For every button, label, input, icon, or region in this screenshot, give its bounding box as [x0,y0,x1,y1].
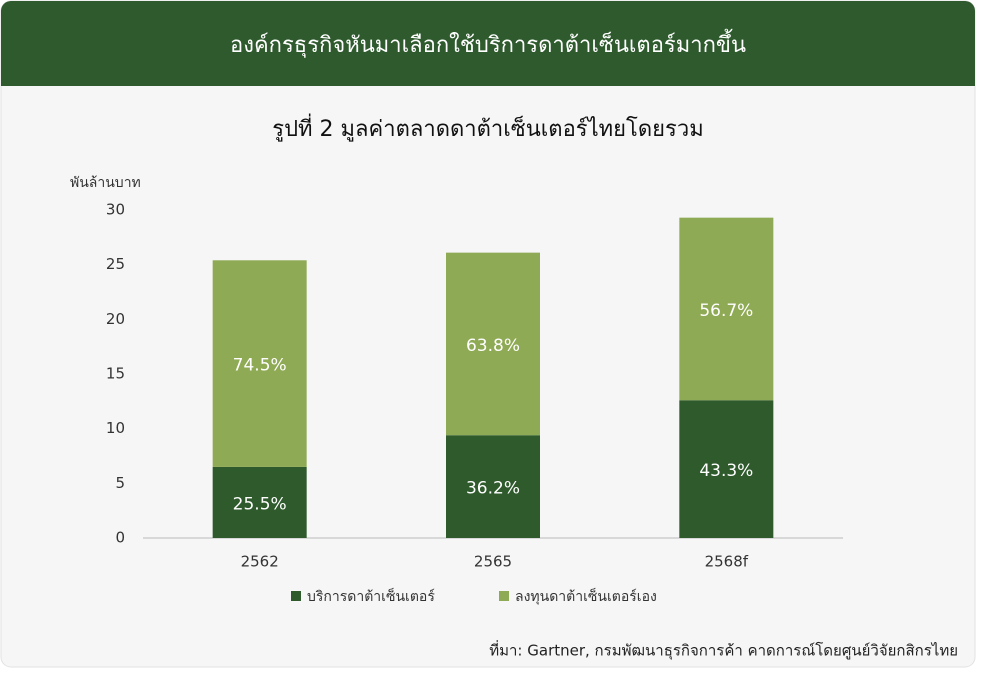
legend-label: ลงทุนดาต้าเซ็นเตอร์เอง [515,587,657,605]
x-tick-label: 2565 [474,553,512,571]
y-axis-label: พันล้านบาท [70,175,141,191]
y-tick-label: 20 [106,310,125,328]
legend-label: บริการดาต้าเซ็นเตอร์ [307,587,435,605]
y-tick-label: 25 [106,255,125,273]
legend-swatch [291,591,301,601]
share-label: 63.8% [466,336,520,356]
y-tick-label: 0 [115,529,125,547]
bar-segment [679,400,774,538]
header-title: องค์กรธุรกิจหันมาเลือกใช้บริการดาต้าเซ็น… [230,29,746,58]
chart-title: รูปที่ 2 มูลค่าตลาดดาต้าเซ็นเตอร์ไทยโดยร… [272,113,703,142]
share-label: 74.5% [233,356,287,376]
bar-segment [446,435,540,538]
source: ที่มา: Gartner, กรมพัฒนาธุรกิจการค้า คาด… [489,640,958,661]
y-tick-label: 15 [106,365,125,383]
x-tick-label: 2568f [705,553,749,571]
bar-segment [446,252,540,436]
y-tick-label: 30 [106,201,125,219]
header-bar [1,1,975,86]
bar-segment [212,466,307,538]
x-tick-label: 2562 [241,553,279,571]
share-label: 25.5% [233,494,287,514]
y-tick-label: 10 [106,419,125,437]
bar-segment [212,260,307,467]
share-label: 36.2% [466,479,520,499]
legend-swatch [499,591,509,601]
share-label: 43.3% [699,461,753,481]
share-label: 56.7% [699,301,753,321]
bar-segment [679,217,774,401]
y-tick-label: 5 [115,474,125,492]
